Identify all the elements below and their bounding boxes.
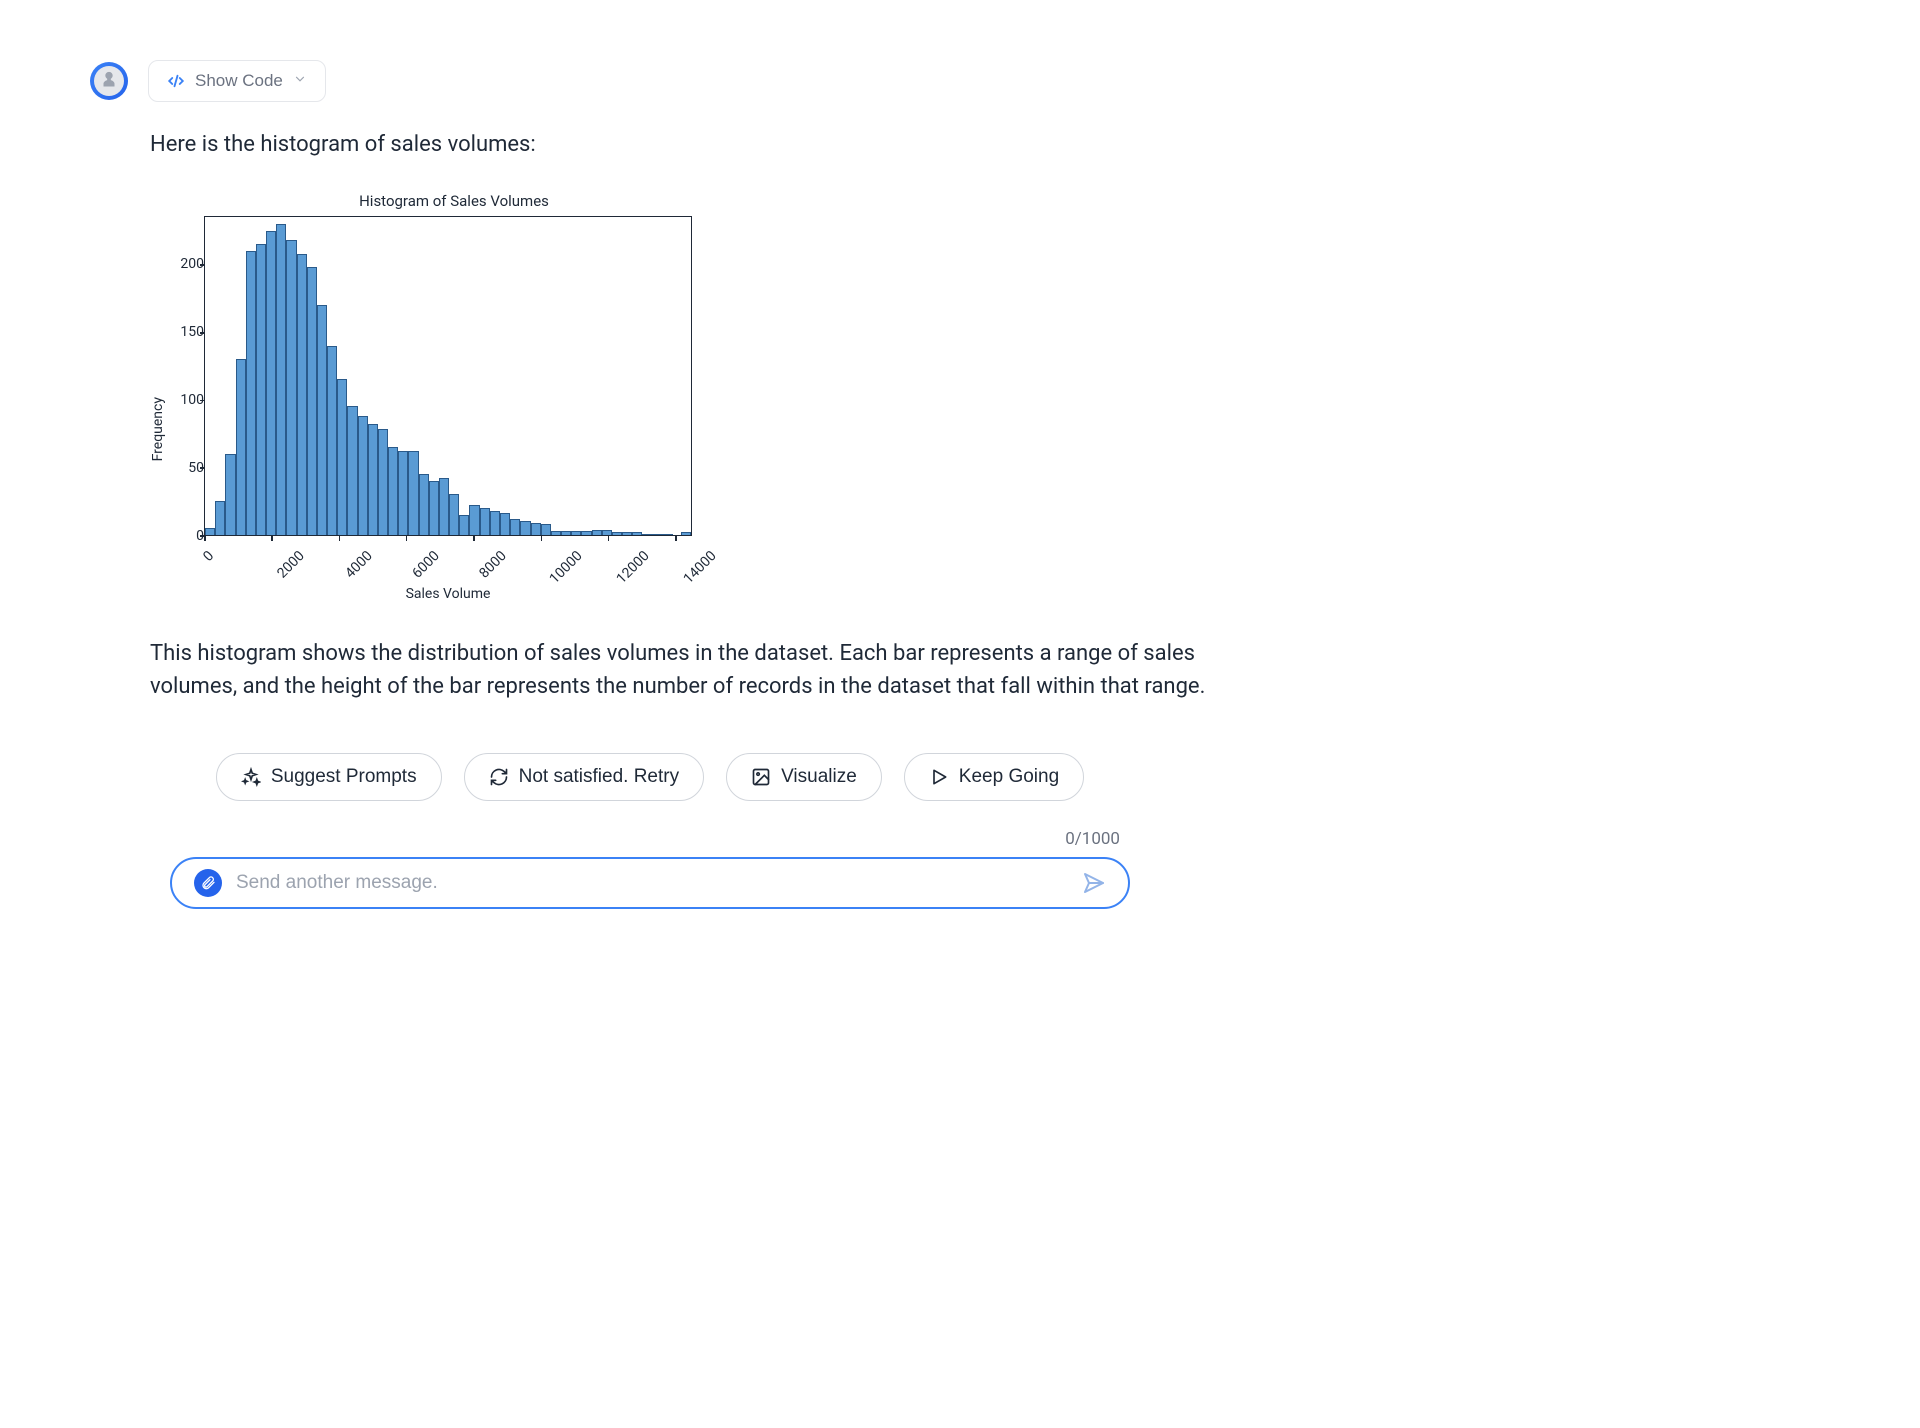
histogram-bar (419, 474, 429, 535)
histogram-bar (612, 532, 622, 535)
x-tick-label: 8000 (476, 548, 510, 582)
histogram-bar (358, 416, 368, 535)
histogram-bar (307, 267, 317, 535)
histogram-bar (642, 534, 652, 535)
histogram-bar (347, 406, 357, 535)
histogram-bar (490, 511, 500, 535)
x-tick-label: 4000 (342, 548, 376, 582)
retry-label: Not satisfied. Retry (519, 766, 680, 788)
suggest-label: Suggest Prompts (271, 766, 417, 788)
histogram-bar (663, 534, 673, 535)
histogram-bar (225, 454, 235, 535)
histogram-bar (388, 447, 398, 535)
histogram-bar (581, 531, 591, 535)
histogram-bar (368, 424, 378, 535)
chevron-down-icon (293, 71, 307, 91)
histogram-chart: Histogram of Sales Volumes Frequency 050… (150, 192, 1210, 602)
visualize-button[interactable]: Visualize (726, 753, 882, 801)
sparkle-icon (241, 767, 261, 787)
histogram-bar (236, 359, 246, 535)
histogram-bar (531, 523, 541, 535)
message-header: Show Code (90, 60, 1210, 102)
intro-text: Here is the histogram of sales volumes: (150, 132, 1210, 157)
assistant-avatar (90, 62, 128, 100)
histogram-bar (510, 519, 520, 535)
histogram-bar (276, 224, 286, 535)
y-axis-label: Frequency (150, 357, 166, 461)
message-input[interactable] (236, 872, 1068, 894)
keep-going-label: Keep Going (959, 766, 1059, 788)
histogram-bar (215, 501, 225, 535)
histogram-bar (246, 251, 256, 535)
histogram-bar (541, 524, 551, 535)
histogram-bar (337, 379, 347, 535)
histogram-bar (551, 531, 561, 535)
paperclip-icon (200, 875, 216, 891)
refresh-icon (489, 767, 509, 787)
histogram-bar (297, 254, 307, 535)
histogram-bar (520, 521, 530, 535)
message-input-row (170, 857, 1130, 909)
histogram-bar (439, 478, 449, 535)
histogram-bar (602, 530, 612, 535)
histogram-bar (317, 305, 327, 535)
histogram-bar (561, 531, 571, 535)
histogram-bar (408, 451, 418, 535)
histogram-bar (681, 532, 691, 535)
histogram-bar (571, 531, 581, 535)
suggest-prompts-button[interactable]: Suggest Prompts (216, 753, 442, 801)
histogram-bar (286, 240, 296, 535)
description-text: This histogram shows the distribution of… (150, 637, 1210, 703)
chart-title: Histogram of Sales Volumes (210, 192, 698, 210)
image-icon (751, 767, 771, 787)
x-tick-label: 6000 (409, 548, 443, 582)
histogram-bar (429, 481, 439, 535)
play-icon (929, 767, 949, 787)
histogram-bar (378, 429, 388, 535)
histogram-bar (205, 528, 215, 535)
histogram-bar (327, 346, 337, 535)
x-axis-ticks: 02000400060008000100001200014000 (204, 536, 692, 586)
histogram-bar (500, 513, 510, 535)
x-axis-label: Sales Volume (204, 586, 692, 602)
retry-button[interactable]: Not satisfied. Retry (464, 753, 705, 801)
histogram-bar (266, 231, 276, 535)
keep-going-button[interactable]: Keep Going (904, 753, 1084, 801)
histogram-bar (398, 451, 408, 535)
histogram-bar (449, 494, 459, 535)
show-code-label: Show Code (195, 71, 283, 91)
histogram-bar (622, 532, 632, 535)
visualize-label: Visualize (781, 766, 857, 788)
histogram-bar (469, 505, 479, 535)
histogram-bar (256, 244, 266, 535)
show-code-button[interactable]: Show Code (148, 60, 326, 102)
code-icon (167, 72, 185, 90)
histogram-bar (632, 532, 642, 535)
histogram-bar (592, 530, 602, 535)
send-button[interactable] (1082, 871, 1106, 895)
x-tick-label: 0 (200, 548, 217, 565)
y-axis-ticks: 050100150200 (170, 216, 204, 536)
x-tick-label: 14000 (681, 548, 720, 587)
x-tick-label: 10000 (546, 548, 585, 587)
action-button-row: Suggest Prompts Not satisfied. Retry Vis… (90, 753, 1210, 801)
attach-button[interactable] (194, 869, 222, 897)
char-counter: 0/1000 (170, 829, 1130, 849)
bust-icon (98, 70, 120, 92)
x-tick-label: 2000 (275, 548, 309, 582)
histogram-bar (459, 515, 469, 535)
histogram-bar (480, 508, 490, 535)
send-icon (1082, 871, 1106, 895)
plot-area (204, 216, 692, 536)
histogram-bar (653, 534, 663, 535)
x-tick-label: 12000 (613, 548, 652, 587)
